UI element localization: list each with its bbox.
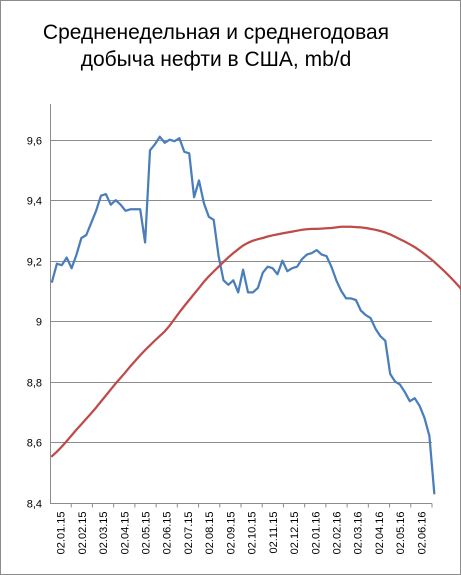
x-tick-label: 02.03.15 <box>98 512 110 555</box>
x-tick-label: 02.05.15 <box>141 512 153 555</box>
chart-title-line-1: Средненедельная и среднегодовая <box>42 21 390 44</box>
y-tick-label: 9,6 <box>27 136 42 148</box>
x-tick-label: 02.01.16 <box>310 512 322 555</box>
x-tick-label: 02.12.15 <box>289 512 301 555</box>
y-tick-label: 8,8 <box>27 378 42 390</box>
x-tick-label: 02.06.15 <box>162 512 174 555</box>
x-tick-label: 02.06.16 <box>416 512 428 555</box>
grid-lines <box>50 140 432 443</box>
x-tick-label: 02.05.16 <box>395 512 407 555</box>
chart-title: Средненедельная и среднегодовая добыча н… <box>21 19 411 73</box>
x-tick-label: 02.02.16 <box>332 512 344 555</box>
x-tick-label: 02.02.15 <box>77 512 89 555</box>
annual-average-line <box>50 225 461 458</box>
series-lines <box>50 135 461 495</box>
y-tick-label: 9,4 <box>27 196 42 208</box>
x-tick-label: 02.09.15 <box>225 512 237 555</box>
weekly-production-line <box>50 135 436 495</box>
x-tick-label: 02.04.15 <box>119 512 131 555</box>
x-tick-label: 02.04.16 <box>374 512 386 555</box>
x-tick-label: 02.11.15 <box>268 512 280 554</box>
x-tick-label: 02.01.15 <box>56 512 68 555</box>
y-tick-label: 8,6 <box>27 438 42 450</box>
x-tick-label: 02.08.15 <box>204 512 216 555</box>
x-tick-label: 02.07.15 <box>183 512 195 555</box>
chart-title-line-2: добыча нефти в США, mb/d <box>80 48 352 71</box>
y-tick-label: 9,2 <box>27 257 42 269</box>
y-tick-label: 9 <box>36 317 42 329</box>
y-axis-tick-labels: 8,4 8,6 8,8 9 9,2 9,4 9,6 <box>27 136 42 511</box>
axes <box>50 104 433 508</box>
x-axis-tick-labels: 02.01.15 02.02.15 02.03.15 02.04.15 02.05.15… <box>56 512 429 555</box>
x-tick-label: 02.10.15 <box>247 512 259 555</box>
y-tick-label: 8,4 <box>27 499 42 511</box>
x-tick-label: 02.03.16 <box>353 512 365 555</box>
